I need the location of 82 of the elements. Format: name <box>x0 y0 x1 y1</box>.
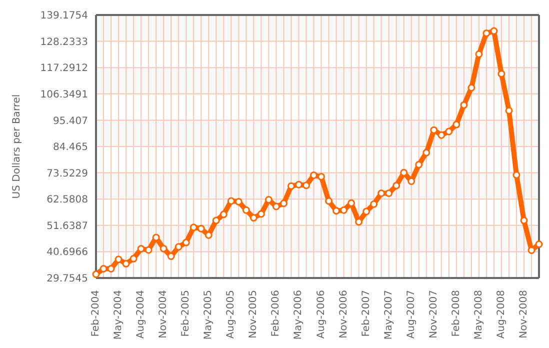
point <box>460 101 468 109</box>
point <box>378 190 386 198</box>
x-tick-label: May-2008 <box>473 290 484 340</box>
point <box>340 206 348 214</box>
x-tick-label: May-2006 <box>293 290 304 340</box>
point <box>250 214 258 222</box>
point <box>160 244 168 252</box>
point <box>490 27 498 35</box>
point <box>385 190 393 198</box>
x-tick-label: Nov-2004 <box>158 290 170 338</box>
point <box>220 210 228 218</box>
point <box>182 238 190 246</box>
point <box>100 265 108 273</box>
point <box>332 207 340 215</box>
point <box>294 180 302 188</box>
x-tick-label: May-2005 <box>203 290 214 340</box>
point <box>520 216 528 224</box>
x-tick-label: Feb-2005 <box>180 290 192 337</box>
x-tick-label: Nov-2006 <box>338 290 350 338</box>
point <box>512 171 520 179</box>
y-tick-label: 51.6387 <box>46 220 88 232</box>
point <box>287 182 295 190</box>
point <box>445 128 453 136</box>
point <box>227 197 235 205</box>
x-tick-label: Aug-2007 <box>406 290 417 339</box>
point <box>505 106 513 114</box>
point <box>242 206 250 214</box>
point <box>438 131 446 139</box>
x-tick-label: Feb-2007 <box>360 290 372 337</box>
point <box>280 200 288 208</box>
point <box>190 224 198 232</box>
point <box>498 70 506 78</box>
x-tick-label: Nov-2005 <box>248 290 260 338</box>
y-tick-label: 84.465 <box>53 142 88 154</box>
y-tick-label: 128.2333 <box>40 36 88 48</box>
point <box>114 256 122 264</box>
x-tick-label: Nov-2007 <box>428 290 440 338</box>
point <box>452 120 460 128</box>
y-axis-title: US Dollars per Barrel <box>12 94 23 199</box>
point <box>197 224 205 232</box>
point <box>468 84 476 92</box>
point <box>370 200 378 208</box>
point <box>325 197 333 205</box>
point <box>212 216 220 224</box>
x-tick-label: Feb-2006 <box>270 290 282 337</box>
point <box>475 50 483 58</box>
point <box>137 245 145 253</box>
point <box>318 172 326 180</box>
x-tick-label: Feb-2008 <box>450 290 462 337</box>
x-tick-label: May-2004 <box>113 290 124 340</box>
x-tick-label: May-2007 <box>383 290 394 340</box>
point <box>257 210 265 218</box>
point <box>302 182 310 190</box>
point <box>92 270 100 278</box>
y-tick-label: 29.7545 <box>46 274 88 285</box>
y-tick-label: 117.2912 <box>40 63 88 74</box>
y-tick-label: 139.1754 <box>40 10 88 22</box>
y-tick-label: 62.5808 <box>46 194 88 206</box>
x-tick-label: Nov-2008 <box>518 290 530 338</box>
point <box>107 265 115 273</box>
point <box>422 148 430 156</box>
x-tick-label: Aug-2006 <box>316 290 327 339</box>
x-tick-label: Aug-2008 <box>496 290 507 339</box>
point <box>392 182 400 190</box>
x-tick-label: Aug-2005 <box>226 290 237 339</box>
point <box>272 202 280 210</box>
point <box>144 246 152 254</box>
point <box>362 208 370 216</box>
point <box>234 198 242 206</box>
point <box>415 160 423 168</box>
y-tick-label: 73.5229 <box>46 168 88 180</box>
point <box>122 260 130 268</box>
y-tick-label: 106.3491 <box>40 89 88 100</box>
point <box>130 254 138 262</box>
point <box>535 240 543 248</box>
point <box>174 243 182 251</box>
x-tick-label: Feb-2004 <box>90 290 102 337</box>
point <box>310 172 318 180</box>
y-tick-label: 95.407 <box>53 116 88 127</box>
y-tick-label: 40.6966 <box>46 247 88 258</box>
x-tick-label: Aug-2004 <box>136 290 147 339</box>
point <box>482 29 490 37</box>
